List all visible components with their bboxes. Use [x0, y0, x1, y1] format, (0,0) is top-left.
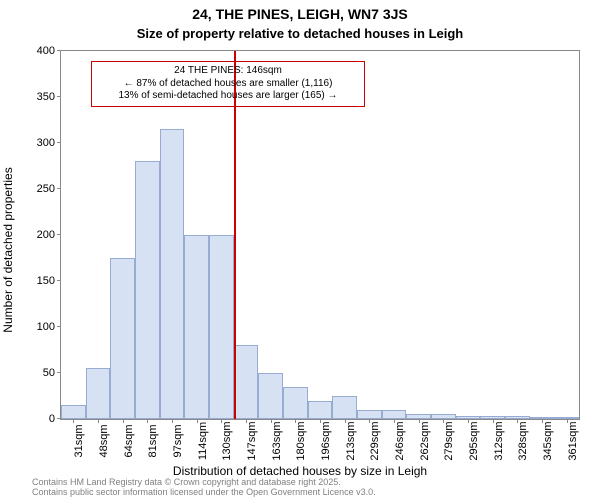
- y-tick-mark: [57, 50, 61, 51]
- y-tick-label: 350: [37, 91, 61, 103]
- x-tick-mark: [197, 419, 198, 423]
- x-tick-mark: [271, 419, 272, 423]
- footer-line-2: Contains public sector information licen…: [32, 488, 376, 498]
- y-tick-mark: [57, 96, 61, 97]
- histogram-bar: [184, 235, 209, 419]
- y-tick-label: 50: [43, 367, 61, 379]
- x-tick-mark: [123, 419, 124, 423]
- x-tick-label: 114sqm: [197, 422, 209, 460]
- x-tick-label: 295sqm: [468, 421, 480, 460]
- y-tick-label: 400: [37, 45, 61, 57]
- x-tick-mark: [320, 419, 321, 423]
- x-tick-mark: [443, 419, 444, 423]
- x-tick-label: 147sqm: [246, 421, 258, 460]
- x-tick-label: 279sqm: [443, 421, 455, 460]
- annotation-line-1: 24 THE PINES: 146sqm: [98, 65, 358, 78]
- y-tick-mark: [57, 280, 61, 281]
- x-tick-label: 130sqm: [221, 421, 233, 460]
- histogram-bar: [308, 401, 333, 419]
- x-tick-label: 180sqm: [295, 421, 307, 460]
- histogram-bar: [357, 410, 382, 419]
- x-tick-label: 345sqm: [542, 421, 554, 460]
- x-tick-label: 196sqm: [320, 421, 332, 460]
- y-tick-mark: [57, 234, 61, 235]
- x-tick-mark: [73, 419, 74, 423]
- x-tick-mark: [246, 419, 247, 423]
- x-axis-label: Distribution of detached houses by size …: [0, 464, 600, 478]
- histogram-bar: [283, 387, 308, 419]
- histogram-bar: [110, 258, 135, 419]
- x-tick-label: 361sqm: [567, 421, 579, 460]
- histogram-bar: [382, 410, 407, 419]
- chart-container: 24, THE PINES, LEIGH, WN7 3JS Size of pr…: [0, 0, 600, 500]
- x-tick-mark: [369, 419, 370, 423]
- y-axis-label: Number of detached properties: [1, 167, 15, 332]
- histogram-bar: [258, 373, 283, 419]
- x-tick-mark: [345, 419, 346, 423]
- annotation-box: 24 THE PINES: 146sqm← 87% of detached ho…: [91, 61, 365, 107]
- x-tick-label: 81sqm: [147, 424, 159, 457]
- x-tick-mark: [147, 419, 148, 423]
- y-tick-mark: [57, 326, 61, 327]
- histogram-bar: [234, 345, 259, 419]
- x-tick-mark: [98, 419, 99, 423]
- x-tick-mark: [221, 419, 222, 423]
- y-tick-label: 0: [49, 413, 61, 425]
- histogram-bar: [135, 161, 160, 419]
- chart-title-main: 24, THE PINES, LEIGH, WN7 3JS: [0, 6, 600, 22]
- x-tick-label: 328sqm: [517, 421, 529, 460]
- annotation-line-3: 13% of semi-detached houses are larger (…: [98, 90, 358, 103]
- y-tick-mark: [57, 188, 61, 189]
- histogram-bar: [86, 368, 111, 419]
- chart-title-sub: Size of property relative to detached ho…: [0, 26, 600, 41]
- histogram-bar: [332, 396, 357, 419]
- x-tick-mark: [542, 419, 543, 423]
- y-tick-label: 150: [37, 275, 61, 287]
- y-tick-mark: [57, 142, 61, 143]
- x-tick-mark: [567, 419, 568, 423]
- annotation-line-2: ← 87% of detached houses are smaller (1,…: [98, 78, 358, 91]
- x-tick-label: 246sqm: [394, 421, 406, 460]
- y-tick-label: 100: [37, 321, 61, 333]
- x-tick-mark: [468, 419, 469, 423]
- footer-attribution: Contains HM Land Registry data © Crown c…: [32, 478, 376, 498]
- x-tick-mark: [419, 419, 420, 423]
- x-tick-label: 229sqm: [369, 421, 381, 460]
- x-tick-mark: [295, 419, 296, 423]
- x-tick-label: 213sqm: [345, 421, 357, 460]
- x-tick-label: 64sqm: [123, 424, 135, 457]
- x-tick-mark: [394, 419, 395, 423]
- y-tick-label: 300: [37, 137, 61, 149]
- y-tick-label: 200: [37, 229, 61, 241]
- histogram-bar: [61, 405, 86, 419]
- x-tick-label: 48sqm: [98, 424, 110, 457]
- histogram-bar: [160, 129, 185, 419]
- x-tick-mark: [517, 419, 518, 423]
- y-tick-label: 250: [37, 183, 61, 195]
- x-tick-mark: [493, 419, 494, 423]
- x-tick-label: 97sqm: [172, 424, 184, 457]
- x-tick-label: 262sqm: [419, 421, 431, 460]
- x-tick-label: 31sqm: [73, 424, 85, 457]
- x-tick-mark: [172, 419, 173, 423]
- plot-area: 05010015020025030035040031sqm48sqm64sqm8…: [60, 50, 580, 420]
- y-tick-mark: [57, 372, 61, 373]
- histogram-bar: [209, 235, 234, 419]
- x-tick-label: 163sqm: [271, 421, 283, 460]
- x-tick-label: 312sqm: [493, 421, 505, 460]
